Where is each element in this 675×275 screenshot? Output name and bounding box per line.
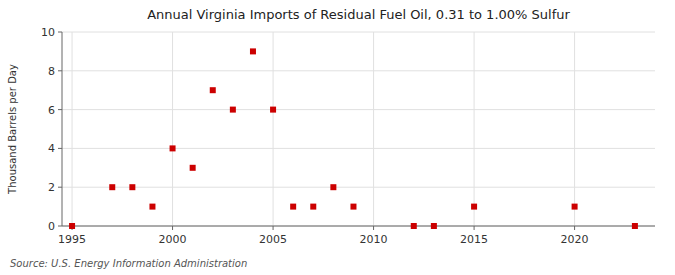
point xyxy=(149,204,155,210)
point xyxy=(310,204,316,210)
tick-label: 6 xyxy=(48,104,55,117)
tick-label: 0 xyxy=(48,220,55,233)
point xyxy=(170,145,176,151)
y-axis-line xyxy=(62,32,63,226)
title: Annual Virginia Imports of Residual Fuel… xyxy=(147,7,570,22)
grid-line xyxy=(62,109,655,110)
grid-line xyxy=(62,226,655,227)
point xyxy=(69,223,75,229)
point xyxy=(431,223,437,229)
source: Source: U.S. Energy Information Administ… xyxy=(10,258,247,269)
tick-mark xyxy=(58,148,62,149)
grid-line xyxy=(474,32,475,226)
grid-line xyxy=(62,32,655,33)
tick-mark xyxy=(58,32,62,33)
point xyxy=(190,165,196,171)
grid-line xyxy=(62,148,655,149)
grid-line xyxy=(574,32,575,226)
point xyxy=(109,184,115,190)
tick-label: 2020 xyxy=(561,233,589,246)
tick-label: 2010 xyxy=(360,233,388,246)
tick-label: 1995 xyxy=(58,233,86,246)
point xyxy=(411,223,417,229)
points xyxy=(69,48,638,229)
point xyxy=(230,107,236,113)
point xyxy=(632,223,638,229)
grid-line xyxy=(72,32,73,226)
tick-mark xyxy=(474,226,475,230)
tick-mark xyxy=(58,109,62,110)
point xyxy=(290,204,296,210)
tick-mark xyxy=(373,226,374,230)
point xyxy=(210,87,216,93)
point xyxy=(129,184,135,190)
tick-mark xyxy=(58,226,62,227)
tick-mark xyxy=(273,226,274,230)
grid-line xyxy=(62,187,655,188)
tick-mark xyxy=(574,226,575,230)
grid xyxy=(62,32,655,226)
tick-label: 10 xyxy=(41,26,55,39)
grid-line xyxy=(273,32,274,226)
point xyxy=(471,204,477,210)
tick-mark xyxy=(58,187,62,188)
point xyxy=(270,107,276,113)
tick-mark xyxy=(58,70,62,71)
grid-line xyxy=(62,70,655,71)
y-axis-label: Thousand Barrels per Day xyxy=(7,64,18,195)
tick-label: 2 xyxy=(48,181,55,194)
tick-label: 2000 xyxy=(159,233,187,246)
grid-line xyxy=(373,32,374,226)
tick-mark xyxy=(172,226,173,230)
point xyxy=(572,204,578,210)
tick-label: 2005 xyxy=(259,233,287,246)
point xyxy=(250,48,256,54)
tick-label: 4 xyxy=(48,142,55,155)
tick-label: 8 xyxy=(48,65,55,78)
point xyxy=(330,184,336,190)
tick-label: 2015 xyxy=(460,233,488,246)
grid-line xyxy=(172,32,173,226)
x-axis-line xyxy=(62,226,655,227)
chart: 0 2 4 6 8 10 1995 2000 2005 2010 2015 2020 Annual Vi… xyxy=(0,0,675,275)
point xyxy=(350,204,356,210)
